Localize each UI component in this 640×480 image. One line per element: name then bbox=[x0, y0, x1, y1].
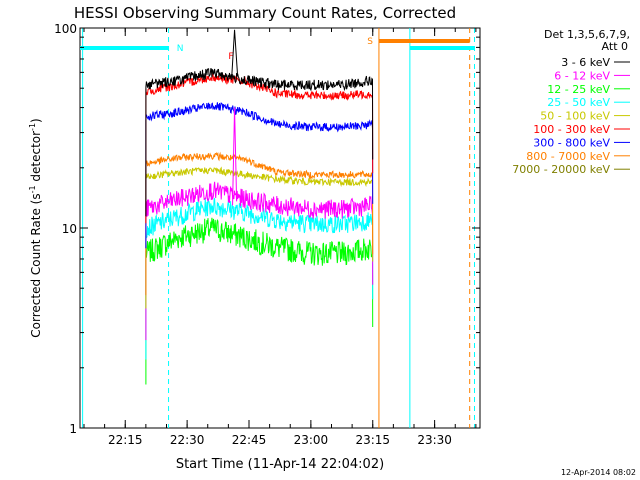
legend-label: 300 - 800 keV bbox=[533, 136, 610, 149]
y-axis: 1 10 100 bbox=[54, 22, 480, 436]
legend-label: 800 - 7000 keV bbox=[526, 150, 610, 163]
flag-bars: N F S bbox=[80, 37, 475, 62]
legend-label: 7000 - 20000 keV bbox=[512, 163, 610, 176]
legend-label: 25 - 50 keV bbox=[547, 96, 610, 109]
x-tick-label: 22:15 bbox=[108, 433, 143, 447]
flare-spike-pink bbox=[232, 107, 238, 206]
series-line bbox=[145, 166, 374, 309]
legend-header-attenuator: Att 0 bbox=[602, 40, 628, 53]
x-axis-label: Start Time (11-Apr-14 22:04:02) bbox=[176, 457, 384, 472]
y-tick-label: 10 bbox=[62, 222, 77, 236]
legend-label: 50 - 100 keV bbox=[540, 110, 610, 123]
series-line bbox=[145, 102, 374, 249]
series-line bbox=[145, 217, 374, 385]
legend-header-detectors: Det 1,3,5,6,7,9, bbox=[544, 28, 630, 41]
legend-label: 12 - 25 keV bbox=[547, 83, 610, 96]
series-line bbox=[145, 68, 374, 217]
mode-lines bbox=[82, 28, 475, 428]
legend-label: 3 - 6 keV bbox=[561, 56, 610, 69]
x-tick-label: 22:30 bbox=[170, 433, 205, 447]
x-tick-label: 23:30 bbox=[417, 433, 452, 447]
y-tick-label: 1 bbox=[69, 422, 77, 436]
series-line bbox=[145, 197, 374, 360]
y-tick-label: 100 bbox=[54, 22, 77, 36]
x-axis: 22:15 22:30 22:45 23:00 23:15 23:30 bbox=[83, 28, 477, 447]
y-axis-label: Corrected Count Rate (s-1 detector-1) bbox=[28, 118, 43, 337]
flare-flag-label: F bbox=[228, 52, 233, 62]
legend-label: 100 - 300 keV bbox=[533, 123, 610, 136]
legend-label: 6 - 12 keV bbox=[554, 69, 610, 82]
x-tick-label: 23:15 bbox=[355, 433, 390, 447]
x-tick-label: 23:00 bbox=[294, 433, 329, 447]
series-line bbox=[145, 181, 374, 341]
series-line bbox=[145, 151, 374, 296]
chart-title: HESSI Observing Summary Count Rates, Cor… bbox=[74, 4, 456, 22]
flare-spike bbox=[231, 29, 239, 80]
night-flag-label: N bbox=[177, 44, 184, 54]
x-tick-label: 22:45 bbox=[232, 433, 267, 447]
saa-flag-label: S bbox=[367, 37, 373, 47]
generation-timestamp: 12-Apr-2014 08:02 bbox=[561, 468, 636, 477]
series-line bbox=[145, 73, 374, 224]
series-layer bbox=[145, 29, 374, 385]
